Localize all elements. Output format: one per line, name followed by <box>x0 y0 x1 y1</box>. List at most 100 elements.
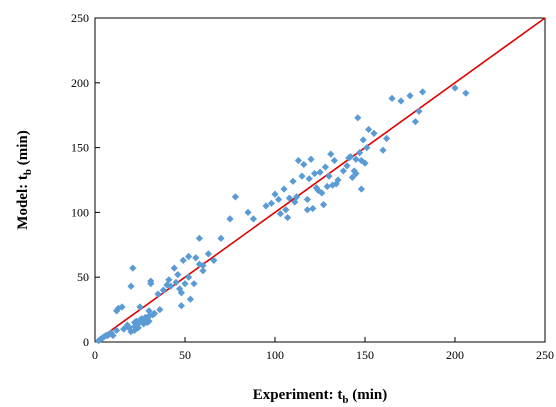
data-point <box>356 149 364 157</box>
y-tick-label: 100 <box>71 205 89 219</box>
data-point <box>127 328 135 336</box>
data-point <box>113 326 121 334</box>
data-point <box>192 254 200 262</box>
data-point <box>357 185 365 193</box>
data-point <box>181 280 189 288</box>
data-point <box>159 286 167 294</box>
x-tick-label: 100 <box>266 348 284 362</box>
data-point <box>165 276 173 284</box>
data-point <box>361 159 369 167</box>
data-point <box>174 271 182 279</box>
data-point <box>226 215 234 223</box>
data-point <box>147 280 155 288</box>
data-point <box>451 84 459 92</box>
data-point <box>231 193 239 201</box>
data-point <box>195 234 203 242</box>
data-point <box>291 198 299 206</box>
axis-ticks: 0 50 100 150 200 250 0 50 100 150 200 250 <box>71 11 554 362</box>
data-point <box>330 156 338 165</box>
data-point <box>303 195 311 204</box>
data-point <box>303 206 311 214</box>
data-point <box>179 256 187 264</box>
data-point <box>383 134 391 143</box>
data-point <box>143 315 151 323</box>
data-point <box>244 208 252 216</box>
data-point <box>323 182 331 191</box>
x-axis-title-unit: (min) <box>348 387 387 403</box>
data-point <box>289 177 297 185</box>
y-tick-label: 0 <box>83 335 89 349</box>
data-point <box>370 129 378 137</box>
data-point <box>262 202 270 210</box>
data-point <box>199 267 207 275</box>
data-point <box>136 303 144 311</box>
data-point <box>280 185 288 193</box>
data-point <box>127 282 135 290</box>
data-point <box>411 118 419 126</box>
data-point <box>177 302 185 310</box>
data-point <box>249 215 257 223</box>
data-point <box>348 173 356 182</box>
data-point <box>327 150 335 158</box>
data-point <box>177 289 185 297</box>
data-point <box>276 210 284 218</box>
data-point <box>359 136 367 144</box>
data-point <box>195 260 203 268</box>
data-point <box>172 278 180 286</box>
x-axis-title-subscript: b <box>342 394 348 406</box>
x-tick-label: 150 <box>356 348 374 362</box>
data-point <box>140 320 148 328</box>
data-point <box>190 280 198 288</box>
data-point <box>329 181 337 189</box>
data-point <box>305 175 313 183</box>
data-point <box>354 114 362 122</box>
data-point <box>217 234 225 242</box>
data-point <box>185 273 193 281</box>
y-axis-title-unit: (min) <box>15 130 31 169</box>
data-point <box>352 169 360 178</box>
data-point <box>397 97 405 105</box>
y-tick-label: 50 <box>77 270 89 284</box>
data-point <box>267 199 275 207</box>
data-point <box>284 213 292 222</box>
data-point <box>150 309 158 318</box>
data-point <box>275 195 283 204</box>
data-point <box>415 107 423 115</box>
data-point <box>167 282 175 290</box>
data-point <box>199 261 207 270</box>
data-point <box>307 155 315 163</box>
data-point <box>156 306 164 314</box>
data-point <box>294 156 302 165</box>
data-point <box>320 201 328 209</box>
y-tick-label: 150 <box>71 141 89 155</box>
data-point <box>357 156 365 165</box>
data-point <box>298 172 306 180</box>
data-point <box>462 89 470 97</box>
data-point <box>365 125 373 134</box>
y-axis-title: Model: tb (min) <box>15 130 34 229</box>
data-point <box>363 144 371 152</box>
data-point <box>210 256 218 264</box>
data-point <box>379 146 387 154</box>
data-point <box>131 322 139 331</box>
data-point <box>388 94 396 102</box>
data-point <box>282 206 290 214</box>
data-point <box>107 329 115 337</box>
data-point <box>321 163 329 171</box>
data-point <box>204 250 212 258</box>
data-point <box>339 167 347 175</box>
x-tick-label: 250 <box>536 348 554 362</box>
data-point <box>185 252 193 261</box>
data-point <box>154 290 162 298</box>
data-point <box>352 155 360 163</box>
data-point <box>285 194 293 202</box>
x-axis-title: Experiment: tb (min) <box>253 387 387 406</box>
x-tick-label: 50 <box>179 348 191 362</box>
data-point <box>145 307 153 315</box>
y-axis-title-subscript: b <box>22 169 34 175</box>
data-points-layer <box>95 84 470 345</box>
data-point <box>120 325 128 333</box>
data-point <box>312 184 320 192</box>
data-point <box>271 190 279 198</box>
